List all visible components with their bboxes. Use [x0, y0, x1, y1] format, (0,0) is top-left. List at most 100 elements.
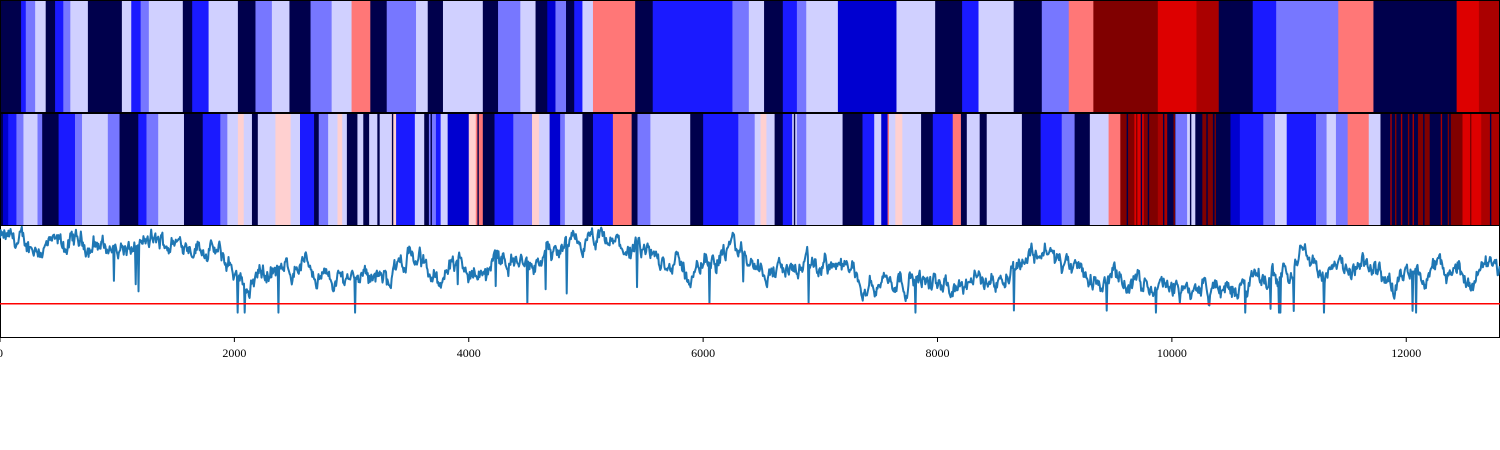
- heat-cell: [902, 113, 922, 226]
- heat-cell: [631, 113, 638, 226]
- heat-cell: [314, 113, 320, 226]
- heat-cell: [612, 113, 633, 226]
- heat-cell: [1187, 113, 1196, 226]
- heat-cell: [690, 113, 704, 226]
- heat-cell: [582, 0, 594, 113]
- strip-middle: [0, 113, 1500, 226]
- heat-cell: [75, 113, 83, 226]
- heat-cell: [424, 113, 430, 226]
- heat-cell: [582, 113, 594, 226]
- heat-cell: [21, 0, 27, 113]
- heat-cell: [1108, 113, 1121, 226]
- heat-cell: [55, 0, 64, 113]
- heat-cell: [237, 0, 256, 113]
- heat-cell: [1373, 0, 1458, 113]
- heat-cell: [146, 113, 159, 226]
- heat-cell: [1276, 0, 1339, 113]
- heat-cell: [1252, 0, 1277, 113]
- x-tick-label: 10000: [1157, 346, 1187, 360]
- heat-cell: [183, 113, 204, 226]
- heat-cell-thin: [1447, 113, 1450, 226]
- x-tick-label: 8000: [926, 346, 950, 360]
- line-panel: [0, 225, 1500, 338]
- heat-cell: [637, 113, 651, 226]
- heat-cell: [978, 0, 1015, 113]
- heat-cell: [63, 0, 71, 113]
- heat-cell: [310, 0, 333, 113]
- heat-cell: [738, 113, 756, 226]
- heat-cell-thin: [1162, 113, 1165, 226]
- heat-cell: [1134, 113, 1145, 226]
- heat-cell: [1239, 113, 1264, 226]
- heat-cell: [513, 113, 533, 226]
- heat-cell-thin: [391, 113, 394, 226]
- heat-cell: [23, 113, 38, 226]
- heat-cell: [921, 113, 934, 226]
- heat-cell: [766, 113, 776, 226]
- heat-cell: [58, 113, 76, 226]
- line-series-group: [0, 225, 1500, 314]
- heat-cell-thin: [887, 113, 889, 226]
- heat-cell: [881, 113, 889, 226]
- heat-cell: [482, 113, 495, 226]
- heat-cell: [237, 113, 245, 226]
- heat-cell: [0, 0, 22, 113]
- heat-cell: [35, 0, 47, 113]
- heat-cell: [782, 113, 793, 226]
- heat-cell-thin: [1470, 113, 1472, 226]
- heat-cell: [300, 113, 315, 226]
- heat-cell: [107, 113, 120, 226]
- heat-cell-thin: [1423, 113, 1425, 226]
- heat-cell-thin: [1136, 113, 1138, 226]
- heat-cell: [754, 113, 761, 226]
- heat-cell: [1196, 0, 1220, 113]
- heat-cell: [342, 113, 348, 226]
- x-tick-label: 2000: [222, 346, 246, 360]
- heat-cell: [1338, 0, 1374, 113]
- heat-cell: [874, 113, 882, 226]
- heat-cell-thin: [1214, 113, 1216, 226]
- heat-cell: [337, 113, 343, 226]
- series-line: [0, 225, 1500, 314]
- heat-cell: [560, 113, 566, 226]
- heat-cell: [414, 113, 425, 226]
- heat-cell: [979, 113, 988, 226]
- heat-cell: [346, 113, 358, 226]
- heat-cell: [732, 0, 750, 113]
- x-tick-label: 12000: [1391, 346, 1421, 360]
- heat-cell: [442, 0, 484, 113]
- heat-cell: [806, 113, 821, 226]
- heat-cell: [1456, 0, 1480, 113]
- heat-cell: [271, 0, 290, 113]
- heat-cell: [535, 0, 548, 113]
- heat-cell-thin: [1400, 113, 1403, 226]
- heat-cell: [16, 113, 24, 226]
- heat-cell: [447, 113, 470, 226]
- heat-cell: [498, 0, 521, 113]
- heat-cell: [435, 113, 442, 226]
- heat-cell: [952, 113, 962, 226]
- heat-cell: [1316, 113, 1327, 226]
- heat-cell: [1068, 0, 1094, 113]
- heat-cell: [182, 0, 193, 113]
- heat-cell: [574, 0, 583, 113]
- heat-cell: [635, 0, 654, 113]
- heat-cell-thin: [363, 113, 366, 226]
- heat-cell: [555, 0, 567, 113]
- heat-cell: [328, 113, 338, 226]
- heat-cell: [494, 113, 514, 226]
- heat-cell-thin: [1140, 113, 1143, 226]
- heat-cell: [370, 0, 388, 113]
- heat-cell: [837, 0, 897, 113]
- x-axis: 0 2000 4000 6000 8000 10000 12000: [0, 338, 1421, 360]
- heat-cell-thin: [1407, 113, 1410, 226]
- heat-cell: [45, 0, 56, 113]
- heat-cell: [138, 113, 147, 226]
- heat-cell: [782, 0, 798, 113]
- heat-cell: [1021, 113, 1042, 226]
- heat-cell: [539, 113, 551, 226]
- heat-cell-thin: [1152, 113, 1154, 226]
- heat-cell: [547, 0, 556, 113]
- heat-cell-thin: [1189, 113, 1192, 226]
- heat-cell: [703, 113, 739, 226]
